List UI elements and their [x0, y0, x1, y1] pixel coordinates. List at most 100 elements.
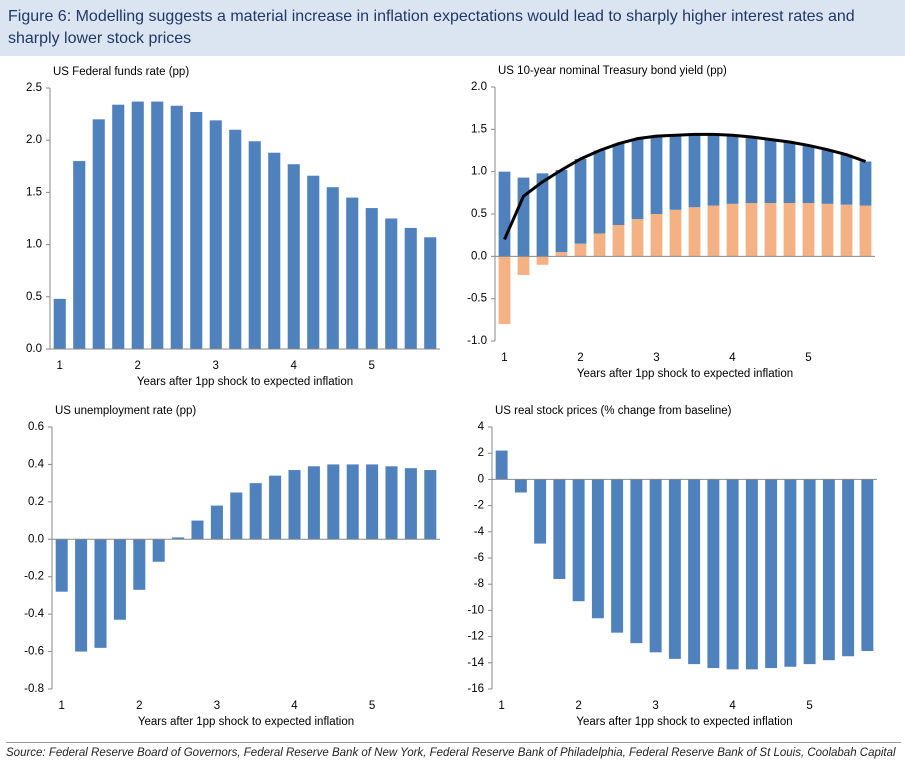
bar — [668, 479, 681, 659]
y-tick-label: 2.5 — [26, 82, 42, 94]
bar — [326, 187, 339, 349]
y-tick-label: 0.2 — [28, 496, 44, 508]
y-tick-label: -14 — [467, 657, 484, 669]
bar — [840, 154, 853, 205]
bar — [784, 479, 797, 667]
y-tick-label: -16 — [467, 683, 484, 695]
bar — [307, 466, 320, 540]
bar — [366, 464, 379, 540]
x-tick-label: 2 — [135, 360, 141, 372]
line — [503, 132, 867, 241]
x-tick-label: 4 — [291, 360, 298, 372]
x-tick-label: 5 — [369, 700, 375, 712]
bar — [404, 227, 417, 349]
bar — [269, 475, 282, 540]
y-tick-label: -0.8 — [24, 683, 44, 695]
x-tick-label: 4 — [291, 700, 298, 712]
bar — [591, 479, 604, 619]
bar — [534, 479, 547, 544]
bar — [612, 143, 625, 226]
x-tick-label: 5 — [805, 352, 811, 364]
bar — [151, 101, 164, 350]
x-tick-label: 4 — [729, 700, 736, 712]
x-axis-label: Years after 1pp shock to expected inflat… — [576, 716, 792, 728]
bar — [707, 479, 720, 669]
bar — [210, 505, 223, 540]
bar — [495, 450, 508, 480]
y-tick-label: 0 — [478, 473, 484, 485]
y-tick-label: -0.5 — [467, 293, 487, 305]
y-tick-label: 1.5 — [26, 186, 42, 198]
bar — [612, 225, 625, 257]
y-tick-label: -0.2 — [24, 571, 44, 583]
bar — [859, 205, 872, 257]
bar — [113, 539, 126, 620]
bar — [249, 483, 262, 540]
bar — [514, 479, 527, 493]
bar — [802, 202, 815, 257]
bar — [327, 464, 340, 540]
bar — [230, 492, 243, 540]
y-tick-label: -0.4 — [24, 608, 44, 620]
x-tick-label: 1 — [57, 360, 63, 372]
bar — [133, 539, 146, 590]
x-tick-label: 3 — [214, 700, 220, 712]
y-tick-label: 0.0 — [28, 533, 44, 545]
bar — [745, 136, 758, 203]
bar — [555, 169, 568, 253]
chart-title: US unemployment rate (pp) — [55, 405, 196, 417]
bar — [669, 209, 682, 257]
bar — [840, 204, 853, 257]
bar — [498, 256, 511, 325]
bar — [131, 101, 144, 350]
y-tick-label: -8 — [474, 578, 484, 590]
bar — [536, 256, 549, 265]
bar — [745, 202, 758, 257]
bar — [611, 479, 624, 633]
bar — [821, 149, 834, 204]
x-axis-label: Years after 1pp shock to expected inflat… — [577, 368, 793, 380]
bar — [53, 298, 66, 349]
bar — [649, 479, 662, 653]
bar — [75, 539, 88, 652]
bar — [707, 134, 720, 206]
y-tick-label: -0.6 — [24, 646, 44, 658]
y-tick-label: -1.0 — [467, 335, 487, 347]
bar — [859, 161, 872, 206]
y-tick-label: 2.0 — [471, 81, 487, 93]
bar — [688, 134, 701, 208]
bar — [764, 202, 777, 257]
x-tick-label: 2 — [575, 700, 581, 712]
bar — [209, 120, 222, 349]
x-tick-label: 2 — [577, 352, 583, 364]
bar — [707, 205, 720, 257]
bar — [802, 145, 815, 203]
chart-title: US 10-year nominal Treasury bond yield (… — [498, 65, 727, 77]
bar — [574, 158, 587, 244]
chart-title: US Federal funds rate (pp) — [53, 66, 189, 78]
bar — [55, 539, 68, 592]
bar — [152, 539, 165, 562]
bar — [536, 173, 549, 257]
x-axis-label: Years after 1pp shock to expected inflat… — [137, 376, 353, 388]
bar — [726, 203, 739, 257]
bar — [745, 479, 758, 670]
bar — [307, 175, 320, 349]
x-tick-label: 2 — [136, 700, 142, 712]
charts: US Federal funds rate (pp) 0.0 0.5 1.0 1.5 2.… — [24, 65, 877, 728]
bar — [424, 237, 437, 349]
bar — [268, 152, 281, 349]
y-tick-label: -4 — [474, 526, 485, 538]
x-tick-label: 1 — [58, 700, 64, 712]
y-tick-label: -10 — [467, 604, 484, 616]
bar — [517, 177, 530, 257]
bar — [842, 479, 855, 657]
y-tick-label: 4 — [478, 421, 485, 433]
bar — [783, 202, 796, 257]
bar — [191, 520, 204, 540]
y-tick-label: 2.0 — [26, 134, 42, 146]
source-note: Source: Federal Reserve Board of Governo… — [6, 742, 901, 762]
bar — [688, 207, 701, 257]
y-tick-label: -6 — [474, 552, 484, 564]
